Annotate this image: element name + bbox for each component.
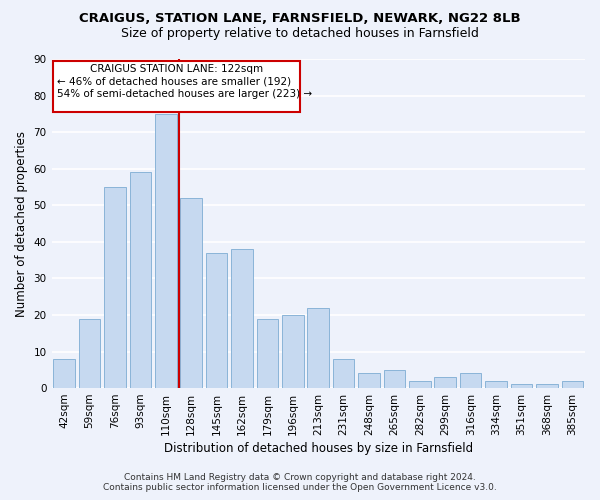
Text: CRAIGUS, STATION LANE, FARNSFIELD, NEWARK, NG22 8LB: CRAIGUS, STATION LANE, FARNSFIELD, NEWAR… [79,12,521,26]
Bar [383,370,405,388]
Bar [562,381,583,388]
Bar [130,172,151,388]
Bar [333,359,355,388]
Bar [307,308,329,388]
Bar [53,359,75,388]
Bar [409,381,431,388]
Bar [79,318,100,388]
Bar [434,377,456,388]
Bar [104,187,126,388]
Y-axis label: Number of detached properties: Number of detached properties [15,130,28,316]
FancyBboxPatch shape [53,61,301,112]
Text: Size of property relative to detached houses in Farnsfield: Size of property relative to detached ho… [121,28,479,40]
X-axis label: Distribution of detached houses by size in Farnsfield: Distribution of detached houses by size … [164,442,473,455]
Bar [181,198,202,388]
Bar [257,318,278,388]
Bar [536,384,557,388]
Bar [231,249,253,388]
Bar [485,381,507,388]
Text: 54% of semi-detached houses are larger (223) →: 54% of semi-detached houses are larger (… [56,90,312,100]
Bar [358,374,380,388]
Bar [282,315,304,388]
Text: CRAIGUS STATION LANE: 122sqm: CRAIGUS STATION LANE: 122sqm [90,64,263,74]
Bar [206,253,227,388]
Text: Contains HM Land Registry data © Crown copyright and database right 2024.
Contai: Contains HM Land Registry data © Crown c… [103,473,497,492]
Bar [511,384,532,388]
Bar [155,114,176,388]
Bar [460,374,481,388]
Text: ← 46% of detached houses are smaller (192): ← 46% of detached houses are smaller (19… [56,76,291,86]
